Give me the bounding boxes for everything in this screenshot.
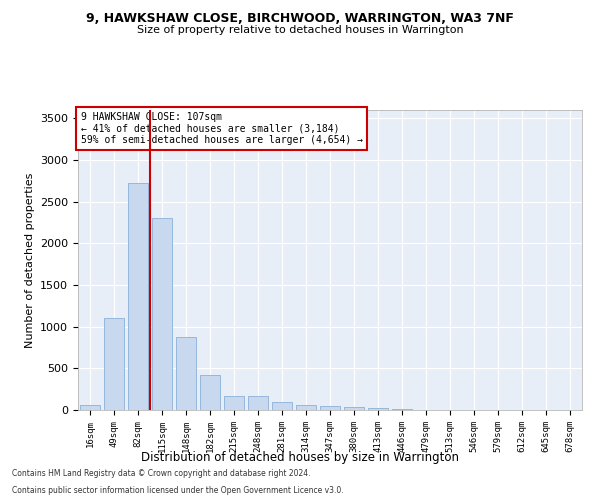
Text: Distribution of detached houses by size in Warrington: Distribution of detached houses by size …	[141, 451, 459, 464]
Bar	[128, 184, 148, 410]
Bar	[320, 406, 340, 410]
Bar	[200, 375, 220, 410]
Bar	[368, 408, 388, 410]
Text: 9 HAWKSHAW CLOSE: 107sqm
← 41% of detached houses are smaller (3,184)
59% of sem: 9 HAWKSHAW CLOSE: 107sqm ← 41% of detach…	[80, 112, 362, 144]
Bar	[344, 407, 364, 410]
Text: Size of property relative to detached houses in Warrington: Size of property relative to detached ho…	[137, 25, 463, 35]
Bar	[224, 396, 244, 410]
Bar	[80, 406, 100, 410]
Bar	[272, 402, 292, 410]
Text: Contains public sector information licensed under the Open Government Licence v3: Contains public sector information licen…	[12, 486, 344, 495]
Bar	[248, 396, 268, 410]
Text: 9, HAWKSHAW CLOSE, BIRCHWOOD, WARRINGTON, WA3 7NF: 9, HAWKSHAW CLOSE, BIRCHWOOD, WARRINGTON…	[86, 12, 514, 26]
Bar	[104, 318, 124, 410]
Bar	[152, 218, 172, 410]
Y-axis label: Number of detached properties: Number of detached properties	[25, 172, 35, 348]
Text: Contains HM Land Registry data © Crown copyright and database right 2024.: Contains HM Land Registry data © Crown c…	[12, 468, 311, 477]
Bar	[296, 405, 316, 410]
Bar	[392, 409, 412, 410]
Bar	[176, 336, 196, 410]
